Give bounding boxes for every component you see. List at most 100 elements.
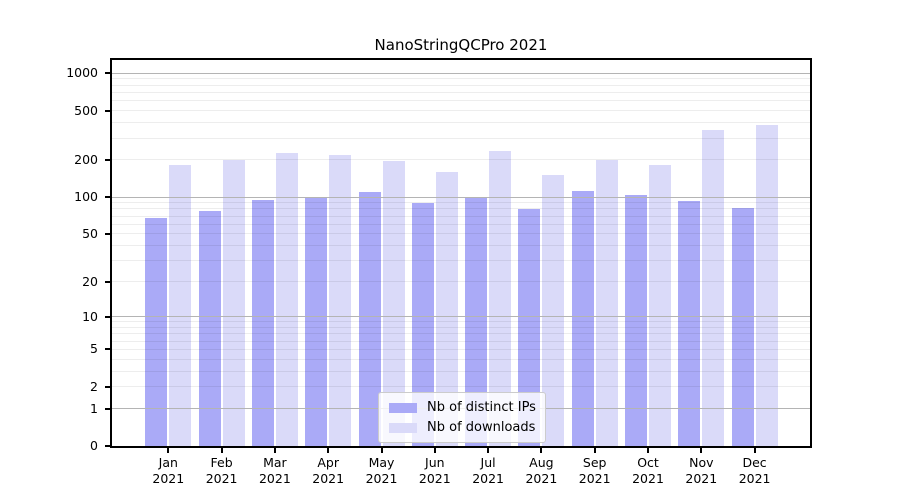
x-tick-mark (167, 448, 170, 453)
bar-distinct-ips-aug (518, 208, 541, 446)
y-tick-label: 1 (90, 400, 98, 416)
bar-downloads-sep (595, 160, 618, 446)
x-tick-label: Aug 2021 (509, 455, 573, 487)
gridline-minor (112, 333, 810, 335)
x-tick-year: 2021 (205, 471, 238, 486)
bar-downloads-may (382, 160, 405, 446)
x-tick-label: Oct 2021 (616, 455, 680, 487)
x-tick-mark (487, 448, 490, 453)
gridline-minor (112, 137, 810, 139)
bar-distinct-ips-jan (145, 217, 168, 446)
bar-downloads-apr (329, 154, 352, 446)
bar-downloads-jun (435, 171, 458, 446)
x-tick-year: 2021 (258, 471, 291, 486)
x-tick-month: May (368, 455, 395, 470)
y-tick-label: 1000 (66, 65, 98, 81)
gridline-minor (112, 122, 810, 124)
bar-distinct-ips-nov (678, 201, 701, 446)
x-tick-mark (380, 448, 383, 453)
x-tick-year: 2021 (578, 471, 611, 486)
x-tick-year: 2021 (632, 471, 664, 486)
x-tick-label: Nov 2021 (669, 455, 733, 487)
x-tick-year: 2021 (525, 471, 558, 486)
bar-downloads-dec (755, 124, 778, 446)
legend-label-distinct-ips: Nb of distinct IPs (427, 400, 536, 415)
gridline-minor (112, 233, 810, 235)
gridline-major (112, 316, 810, 318)
x-tick-label: Dec 2021 (723, 455, 787, 487)
y-tick-mark (105, 196, 111, 199)
x-tick-label: Mar 2021 (243, 455, 307, 487)
y-tick-mark (105, 72, 111, 75)
x-tick-year: 2021 (365, 471, 398, 486)
gridline-minor (112, 78, 810, 80)
y-tick-mark (105, 348, 111, 351)
legend-swatch-downloads (389, 422, 417, 433)
bar-distinct-ips-may (358, 191, 381, 446)
y-tick-label: 50 (82, 225, 98, 241)
x-tick-month: Apr (317, 455, 339, 470)
gridline-minor (112, 92, 810, 94)
gridline-minor (112, 321, 810, 323)
x-tick-month: Mar (263, 455, 287, 470)
gridline-minor (112, 208, 810, 210)
gridline-minor (112, 370, 810, 372)
legend-swatch-distinct-ips (389, 402, 417, 413)
y-tick-mark (105, 315, 111, 318)
x-tick-mark (700, 448, 703, 453)
gridline-major (112, 196, 810, 198)
bar-distinct-ips-oct (625, 194, 647, 446)
legend-row-downloads: Nb of downloads (389, 420, 535, 435)
x-tick-month: Nov (689, 455, 714, 470)
x-tick-year: 2021 (738, 471, 771, 486)
y-tick-label: 200 (74, 151, 98, 167)
gridline-minor (112, 84, 810, 86)
x-tick-mark (433, 448, 436, 453)
legend: Nb of distinct IPs Nb of downloads (378, 392, 546, 443)
y-tick-label: 5 (90, 341, 98, 357)
y-tick-mark (105, 445, 111, 447)
bar-downloads-jan (169, 164, 192, 446)
gridline-minor (112, 100, 810, 102)
bar-distinct-ips-apr (305, 197, 328, 446)
y-tick-mark (105, 109, 111, 112)
bar-downloads-mar (275, 153, 298, 446)
gridline-minor (112, 326, 810, 328)
y-tick-mark (105, 385, 111, 388)
x-tick-mark (593, 448, 596, 453)
gridline-minor (112, 358, 810, 360)
x-tick-month: Jan (158, 455, 178, 470)
y-tick-label: 0 (90, 438, 98, 453)
gridline-minor (112, 202, 810, 204)
bar-downloads-oct (649, 165, 671, 446)
x-tick-label: Apr 2021 (296, 455, 360, 487)
bar-distinct-ips-jul (465, 197, 488, 446)
bar-distinct-ips-mar (251, 199, 274, 446)
x-tick-mark (220, 448, 223, 453)
x-tick-year: 2021 (472, 471, 504, 486)
x-tick-month: Oct (637, 455, 659, 470)
x-tick-mark (753, 448, 756, 453)
gridline-minor (112, 159, 810, 161)
bar-distinct-ips-feb (198, 210, 221, 446)
x-tick-month: Jul (480, 455, 496, 470)
gridline-minor (112, 386, 810, 388)
x-tick-label: Jun 2021 (403, 455, 467, 487)
gridline-major (112, 72, 810, 74)
bar-downloads-jul (489, 151, 512, 446)
legend-label-downloads: Nb of downloads (427, 420, 536, 435)
gridline-minor (112, 223, 810, 225)
gridline-minor (112, 340, 810, 342)
x-tick-mark (647, 448, 649, 453)
x-tick-year: 2021 (152, 471, 185, 486)
y-tick-label: 20 (82, 273, 98, 289)
y-tick-mark (105, 407, 111, 410)
x-tick-year: 2021 (685, 471, 718, 486)
bar-downloads-nov (702, 129, 725, 446)
bar-distinct-ips-sep (571, 190, 594, 446)
x-tick-label: Jan 2021 (136, 455, 200, 487)
x-tick-label: Jul 2021 (456, 455, 520, 487)
bar-distinct-ips-jun (411, 203, 434, 446)
x-tick-mark (327, 448, 330, 453)
